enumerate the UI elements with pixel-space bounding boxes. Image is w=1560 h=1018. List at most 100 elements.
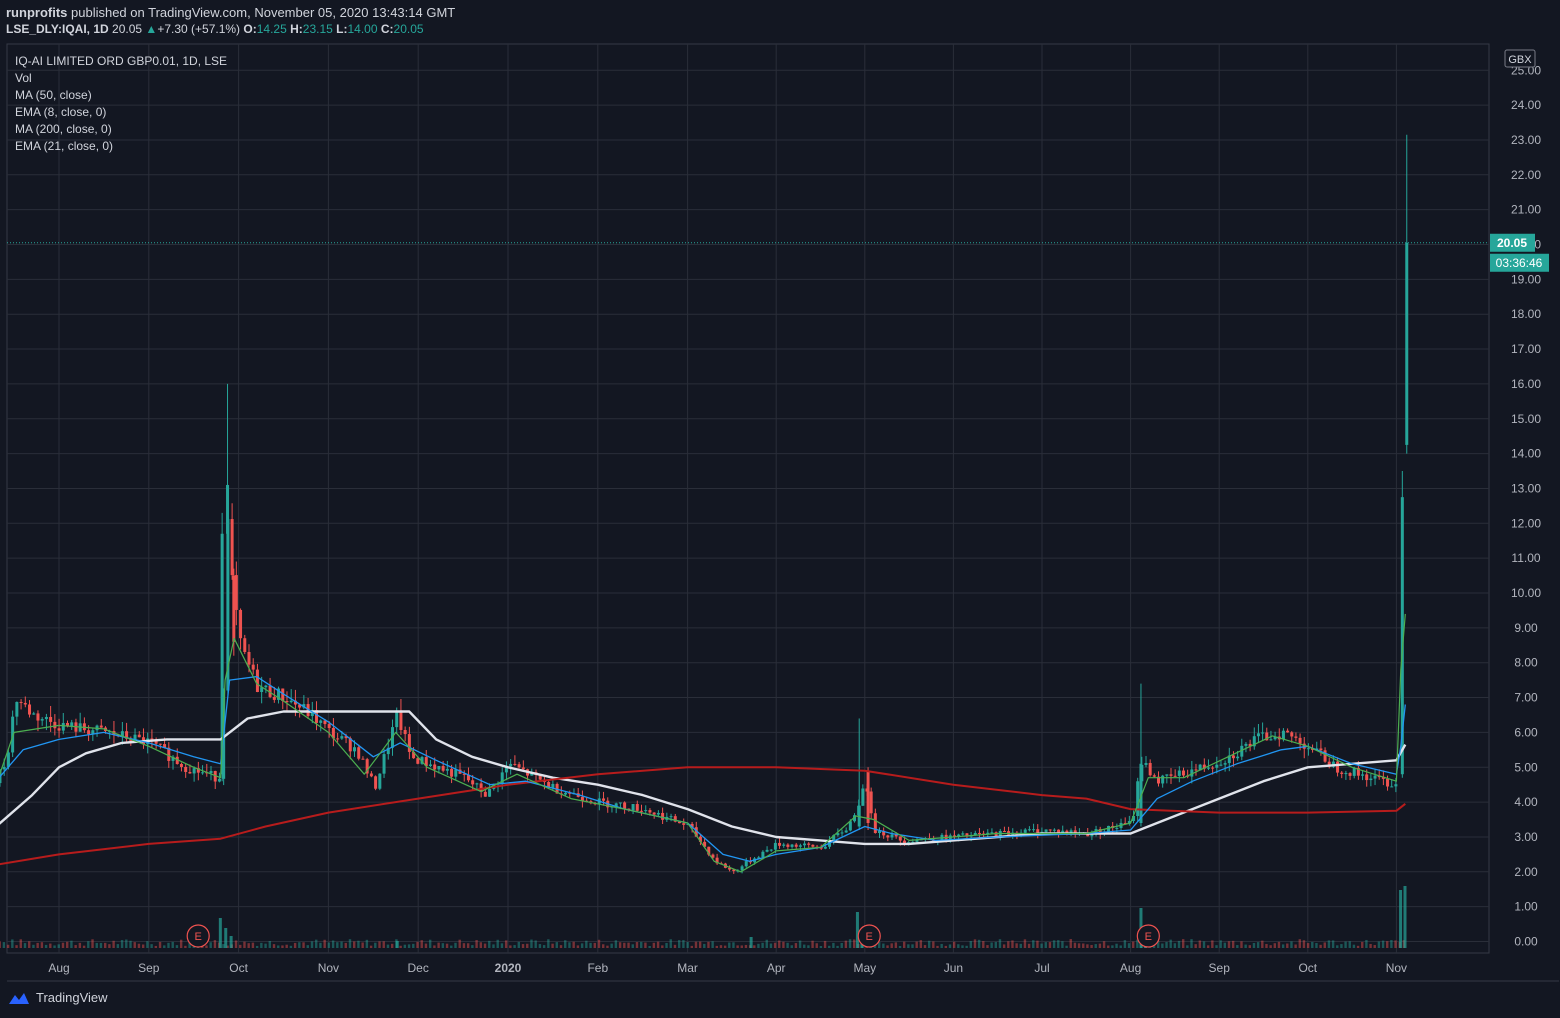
volume-bar [1369, 943, 1372, 948]
candle-body [1044, 829, 1048, 832]
candle-body [264, 685, 268, 688]
candle-body [445, 768, 449, 771]
candle-body [1123, 822, 1127, 824]
earnings-marker-label: E [1145, 931, 1152, 943]
earnings-marker[interactable] [186, 924, 210, 948]
candle-body [272, 696, 276, 700]
legend-ma50[interactable]: MA (50, close) [15, 88, 92, 102]
volume-bar [986, 945, 989, 948]
price-tick-label: 2.00 [1514, 865, 1538, 879]
volume-bar [1127, 943, 1131, 948]
volume-bar [1048, 942, 1052, 948]
volume-bar [1169, 939, 1172, 948]
volume-bar [1373, 945, 1376, 948]
volume-bar [471, 945, 474, 948]
volume-bar [819, 945, 823, 948]
volume-bar [2, 942, 6, 948]
candle-body [466, 774, 470, 781]
currency-badge[interactable] [1504, 49, 1536, 68]
candle-body [1306, 748, 1310, 750]
volume-bar [336, 942, 339, 948]
candle-body [1202, 764, 1206, 769]
volume-bar [1323, 942, 1326, 948]
candle-body [319, 720, 323, 723]
volume-bar [990, 942, 993, 948]
legend-ema8[interactable]: EMA (8, close, 0) [15, 105, 107, 119]
symbol-label[interactable]: LSE_DLY:IQAI, 1D [6, 22, 109, 36]
volume-bar [310, 941, 314, 948]
volume-bar [1198, 940, 1202, 948]
volume-bar [606, 945, 609, 948]
candle-body [361, 758, 365, 760]
volume-bar [1094, 944, 1097, 948]
volume-bar [0, 941, 1, 948]
earnings-marker-label: E [866, 931, 873, 943]
volume-bar [1181, 939, 1185, 948]
volume-bar [894, 942, 898, 948]
legend-title[interactable]: IQ-AI LIMITED ORD GBP0.01, 1D, LSE [15, 54, 228, 68]
volume-bar [1090, 944, 1093, 948]
author-name[interactable]: runprofits [6, 5, 68, 20]
legend-ma200[interactable]: MA (200, close, 0) [15, 122, 112, 136]
candle-body [23, 702, 27, 705]
candle-body [220, 533, 224, 775]
candle-body [1340, 772, 1344, 774]
volume-bar [374, 942, 377, 948]
candle-body [428, 764, 432, 766]
candle-body [344, 736, 348, 739]
volume-bar [1348, 941, 1351, 948]
volume-bar [965, 945, 968, 948]
candle-body [509, 763, 513, 767]
volume-bar [454, 942, 457, 948]
candle-body [1065, 830, 1069, 833]
volume-bar [898, 945, 902, 948]
candle-body [171, 756, 175, 761]
volume-bar [213, 940, 217, 948]
volume-bar [644, 942, 647, 948]
ema8-line [0, 613, 1406, 873]
volume-bar [828, 945, 831, 948]
candle-body [690, 823, 694, 828]
candle-body [732, 869, 736, 872]
candle-body [1244, 743, 1248, 746]
earnings-marker[interactable] [857, 924, 881, 948]
candle-body [454, 769, 458, 777]
candle-body [669, 816, 673, 818]
volume-bar [707, 941, 710, 948]
candle-body [807, 843, 811, 845]
earnings-marker[interactable] [1136, 924, 1160, 948]
volume-bar [1223, 942, 1227, 948]
ma200-line [0, 766, 1406, 866]
volume-bar [1336, 945, 1339, 948]
volume-bar [790, 945, 793, 948]
candle-body [255, 669, 259, 693]
volume-bar [902, 941, 906, 948]
candle-body [890, 834, 894, 838]
candle-body [1073, 830, 1077, 834]
up-arrow-icon: ▲ [145, 22, 158, 36]
candle-body [911, 841, 915, 843]
volume-bar [19, 939, 22, 948]
volume-bar [1107, 945, 1110, 948]
candle-body [298, 704, 302, 708]
volume-bar [167, 942, 170, 948]
candle-body [538, 774, 542, 780]
volume-bar [509, 945, 512, 948]
publish-info: runprofits published on TradingView.com,… [6, 5, 455, 20]
candle-body [1206, 767, 1210, 769]
price-tick-label: 1.00 [1514, 900, 1538, 914]
legend-vol[interactable]: Vol [15, 71, 32, 85]
candle-body [483, 791, 487, 797]
candle-body [6, 752, 10, 767]
candle-body [1002, 830, 1006, 832]
price-tick-label: 21.00 [1511, 203, 1541, 217]
tradingview-footer[interactable]: TradingView [8, 990, 108, 1005]
volume-bar [378, 941, 381, 948]
volume-bar [268, 940, 271, 948]
volume-bar [1265, 943, 1268, 948]
candle-body [15, 701, 19, 717]
volume-bar [580, 943, 584, 948]
legend-ema21[interactable]: EMA (21, close, 0) [15, 139, 114, 153]
candle-body [251, 664, 255, 670]
